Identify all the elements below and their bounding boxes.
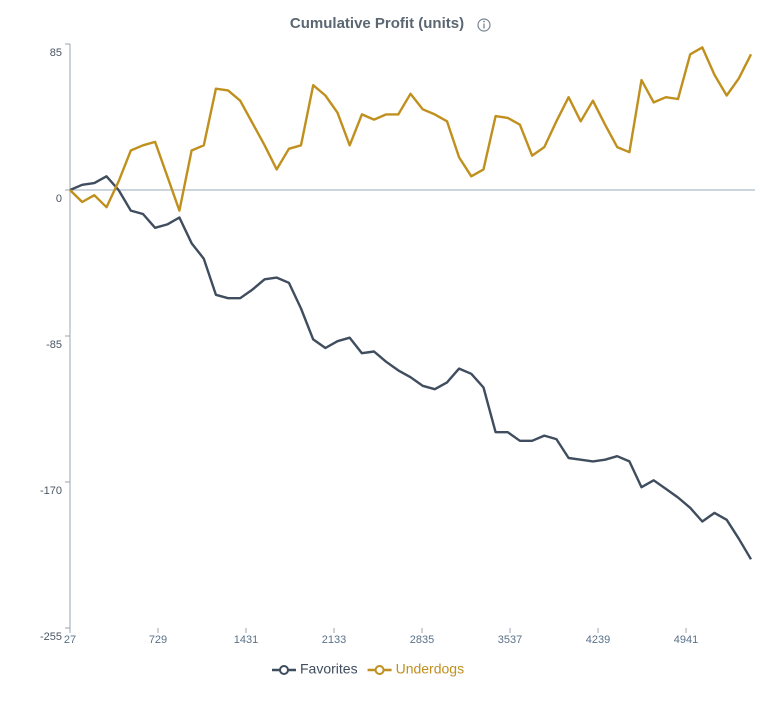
legend-label: Underdogs	[396, 661, 465, 677]
x-tick-label: 27	[64, 634, 76, 646]
x-tick-label: 2835	[410, 634, 434, 646]
legend-symbol-marker	[279, 665, 289, 675]
legend-item[interactable]: Underdogs	[367, 661, 465, 677]
legend: Favorites Underdogs	[272, 661, 464, 677]
x-tick-label: 1431	[234, 634, 258, 646]
y-tick-label: -85	[46, 339, 62, 351]
info-icon[interactable]	[477, 18, 491, 32]
series-line	[69, 175, 753, 560]
x-tick-label: 3537	[498, 634, 522, 646]
y-tick-label: -170	[40, 485, 62, 497]
y-tick-label: 85	[50, 47, 62, 59]
x-tick-label: 729	[149, 634, 167, 646]
series-line	[69, 46, 753, 212]
y-tick-label: -255	[40, 631, 62, 643]
legend-symbol-marker	[374, 665, 385, 675]
x-tick-label: 4941	[674, 634, 698, 646]
x-tick-label: 2133	[322, 634, 346, 646]
legend-label: Favorites	[300, 661, 358, 677]
chart-title: Cumulative Profit (units)	[290, 15, 464, 32]
y-tick-label: 0	[56, 193, 62, 205]
legend-item[interactable]: Favorites	[272, 661, 358, 677]
x-tick-label: 4239	[586, 634, 610, 646]
